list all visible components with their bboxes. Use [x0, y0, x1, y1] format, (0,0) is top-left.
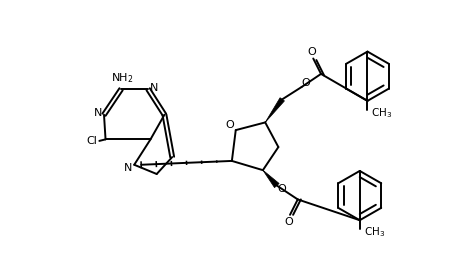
Polygon shape [265, 98, 284, 122]
Text: O: O [307, 47, 315, 57]
Text: NH$_2$: NH$_2$ [111, 72, 134, 85]
Text: N: N [94, 108, 102, 118]
Text: CH$_3$: CH$_3$ [363, 226, 384, 239]
Text: N: N [123, 163, 132, 173]
Text: O: O [277, 184, 286, 194]
Text: O: O [301, 78, 309, 88]
Text: N: N [150, 83, 158, 93]
Polygon shape [262, 170, 279, 188]
Text: Cl: Cl [86, 136, 97, 146]
Text: CH$_3$: CH$_3$ [370, 106, 392, 120]
Text: O: O [284, 217, 292, 227]
Text: O: O [225, 120, 234, 130]
